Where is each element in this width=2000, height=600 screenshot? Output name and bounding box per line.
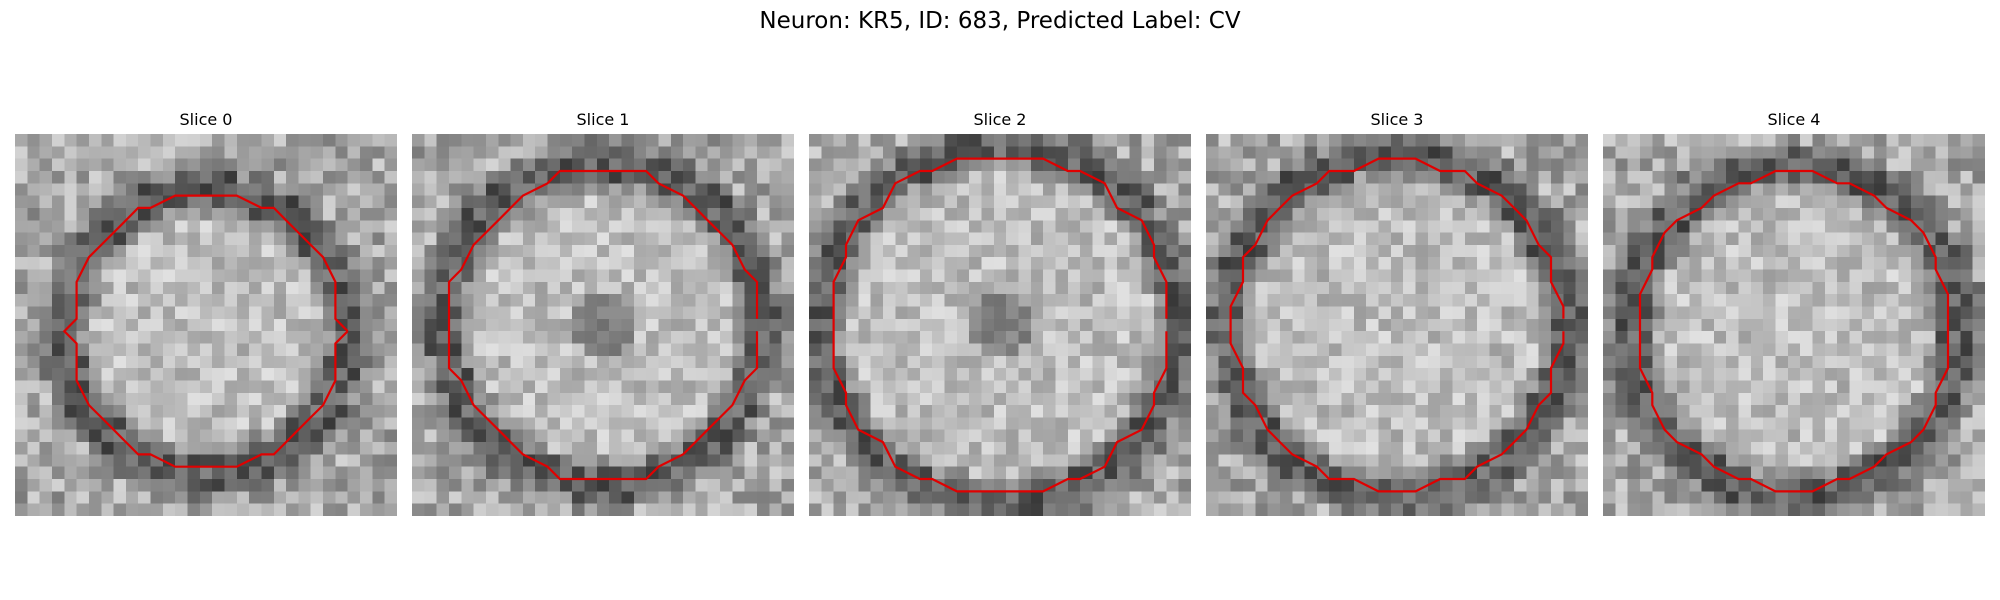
cell-contour-2 <box>832 157 1168 493</box>
slice-image-1 <box>412 134 794 516</box>
slice-title-1: Slice 1 <box>576 110 630 129</box>
slice-panel-4: Slice 4 <box>1603 108 1985 524</box>
cell-contour-0 <box>62 194 349 468</box>
slice-title-0: Slice 0 <box>179 110 233 129</box>
cell-contour-4 <box>1638 169 1950 493</box>
slice-title-2: Slice 2 <box>973 110 1027 129</box>
slice-image-0 <box>15 134 397 516</box>
slice-title-3: Slice 3 <box>1370 110 1424 129</box>
slice-title-4: Slice 4 <box>1767 110 1821 129</box>
slice-image-3 <box>1206 134 1588 516</box>
cell-contour-3 <box>1229 157 1565 493</box>
cell-contour-1 <box>447 169 759 481</box>
slice-image-4 <box>1603 134 1985 516</box>
slice-panel-2: Slice 2 <box>809 108 1191 524</box>
slice-panel-0: Slice 0 <box>15 108 397 524</box>
slice-image-2 <box>809 134 1191 516</box>
slice-panel-3: Slice 3 <box>1206 108 1588 524</box>
figure-title: Neuron: KR5, ID: 683, Predicted Label: C… <box>759 8 1241 34</box>
slice-panel-1: Slice 1 <box>412 108 794 524</box>
